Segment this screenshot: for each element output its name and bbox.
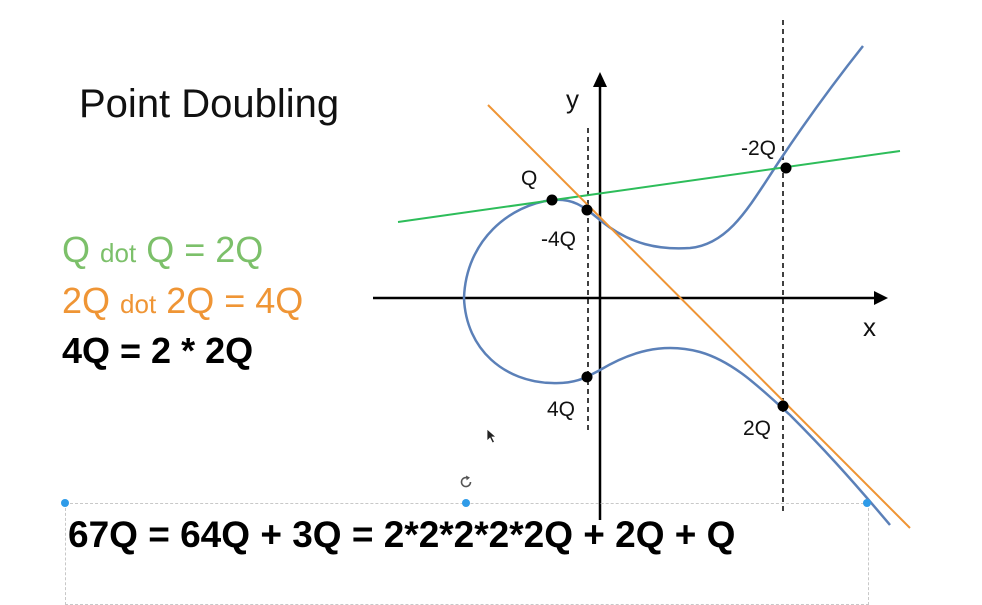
equation-term: Q = 2Q — [146, 229, 264, 270]
point-label-2q: 2Q — [743, 417, 771, 440]
equation-4q: 4Q = 2 * 2Q — [62, 330, 254, 371]
tangent-line-orange — [487, 104, 911, 529]
x-axis-label: x — [863, 312, 876, 342]
curve-lower-branch — [462, 297, 891, 526]
point-label-q: Q — [521, 167, 537, 190]
equation-operator: dot — [120, 289, 157, 319]
equation-term: 2Q = 4Q — [166, 280, 304, 321]
y-axis-arrow — [593, 72, 607, 87]
point-neg-4q — [581, 204, 593, 216]
equation-2q-dot-2q: 2Q dot 2Q = 4Q — [62, 280, 303, 322]
elliptic-curve-diagram: x y Q -4Q 4Q -2Q 2Q — [373, 20, 911, 529]
x-axis-arrow — [874, 291, 888, 305]
rotate-icon[interactable] — [458, 474, 474, 490]
equation-operator: dot — [100, 238, 137, 268]
resize-handle-right[interactable] — [863, 499, 871, 507]
point-4q — [581, 371, 593, 383]
resize-handle-left[interactable] — [61, 499, 69, 507]
tangent-line-green — [397, 150, 901, 223]
equation-term: 2Q — [62, 280, 111, 321]
point-q — [546, 194, 558, 206]
point-neg-2q — [780, 162, 792, 174]
point-label-4q: 4Q — [547, 398, 575, 421]
point-label-neg-4q: -4Q — [541, 228, 576, 251]
y-axis-label: y — [566, 84, 579, 114]
point-label-neg-2q: -2Q — [741, 137, 776, 160]
page-title: Point Doubling — [79, 82, 340, 126]
bottom-equation[interactable]: 67Q = 64Q + 3Q = 2*2*2*2*2Q + 2Q + Q — [68, 514, 736, 555]
equation-q-dot-q: Q dot Q = 2Q — [62, 229, 263, 271]
curve-upper-branch — [462, 45, 864, 299]
mouse-pointer-icon — [486, 428, 498, 444]
resize-handle-top[interactable] — [462, 499, 470, 507]
point-2q — [777, 400, 789, 412]
equation-term: Q — [62, 229, 91, 270]
